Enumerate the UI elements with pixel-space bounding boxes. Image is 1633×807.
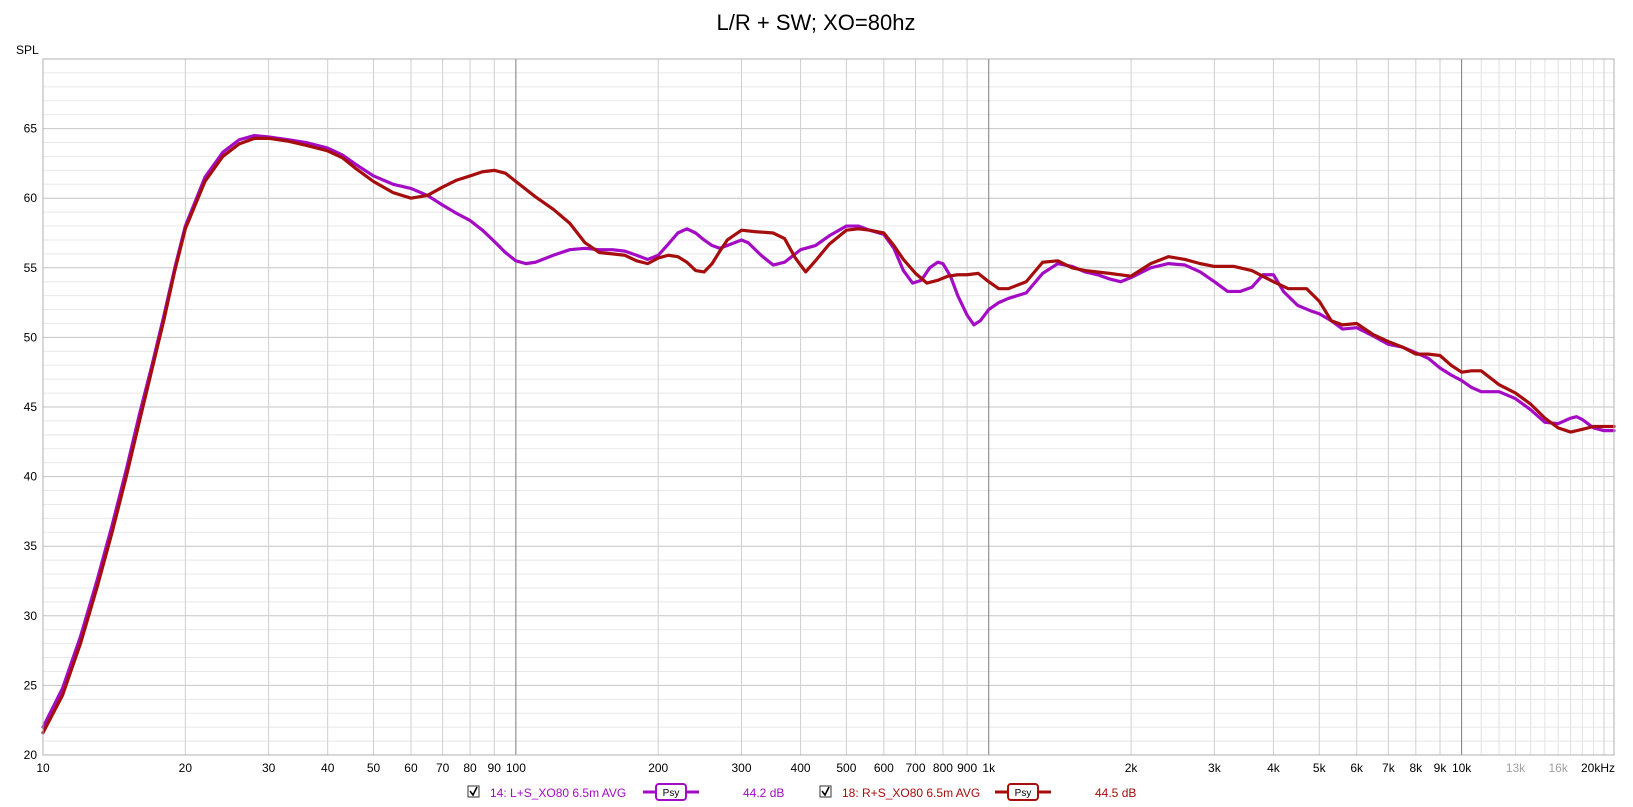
x-tick-label: 700 [905, 761, 925, 775]
check-icon [821, 786, 830, 797]
x-axis-ticks: 10 20 30 40 50 60 70 80 90 100 200 300 400 500 600 700 8… [36, 761, 1615, 775]
grid-lines [43, 59, 1614, 755]
y-axis-ticks: 20 25 30 35 40 45 50 55 60 65 [24, 122, 38, 762]
plot-border [42, 58, 1615, 756]
legend-series-name: 14: L+S_XO80 6.5m AVG [490, 786, 626, 800]
x-tick-label: 400 [791, 761, 811, 775]
x-tick-label: 6k [1350, 761, 1364, 775]
x-tick-label: 200 [648, 761, 668, 775]
legend-level: 44.5 dB [1095, 786, 1136, 800]
x-tick-label: 10k [1452, 761, 1472, 775]
x-tick-label: 30 [262, 761, 276, 775]
x-tick-label: 300 [731, 761, 751, 775]
legend-checkbox[interactable] [467, 785, 480, 798]
x-tick-label: 900 [957, 761, 977, 775]
y-tick-label: 55 [24, 261, 38, 275]
y-tick-label: 65 [24, 122, 38, 136]
x-tick-label: 600 [874, 761, 894, 775]
legend: 14: L+S_XO80 6.5m AVG Psy 44.2 dB 18: R+S_X… [467, 783, 1136, 801]
x-tick-label: 80 [463, 761, 477, 775]
y-tick-label: 25 [24, 678, 38, 692]
x-tick-label: 20kHz [1581, 761, 1615, 775]
x-tick-label: 10 [36, 761, 50, 775]
x-tick-label: 800 [933, 761, 953, 775]
x-tick-label: 100 [506, 761, 526, 775]
x-tick-label: 9k [1434, 761, 1448, 775]
smoothing-badge[interactable] [655, 783, 687, 801]
y-tick-label: 40 [24, 470, 38, 484]
x-tick-label: 1k [982, 761, 996, 775]
x-tick-label: 20 [179, 761, 193, 775]
series-line-2 [41, 136, 1616, 735]
legend-item-2[interactable]: 18: R+S_XO80 6.5m AVG Psy 44.5 dB [819, 783, 1136, 801]
x-tick-label: 60 [404, 761, 418, 775]
x-tick-label: 40 [321, 761, 335, 775]
x-tick-label: 7k [1382, 761, 1396, 775]
y-tick-label: 45 [24, 400, 38, 414]
x-tick-label: 3k [1208, 761, 1222, 775]
x-tick-label: 500 [836, 761, 856, 775]
x-tick-label: 16k [1548, 761, 1568, 775]
y-axis-label: SPL [16, 43, 39, 57]
y-tick-label: 20 [24, 748, 38, 762]
x-tick-label: 13k [1506, 761, 1526, 775]
y-tick-label: 50 [24, 330, 38, 344]
legend-level: 44.2 dB [743, 786, 784, 800]
y-tick-label: 35 [24, 539, 38, 553]
chart-title: L/R + SW; XO=80hz [717, 10, 916, 35]
legend-item-1[interactable]: 14: L+S_XO80 6.5m AVG Psy 44.2 dB [467, 783, 784, 801]
smoothing-badge-label: Psy [1015, 788, 1032, 799]
y-tick-label: 60 [24, 191, 38, 205]
series-lines [41, 133, 1616, 735]
check-icon [469, 786, 478, 797]
x-tick-label: 50 [367, 761, 381, 775]
legend-series-name: 18: R+S_XO80 6.5m AVG [842, 786, 980, 800]
legend-checkbox[interactable] [819, 785, 832, 798]
x-tick-label: 90 [488, 761, 502, 775]
x-tick-label: 4k [1267, 761, 1281, 775]
x-tick-label: 5k [1313, 761, 1327, 775]
smoothing-badge-label: Psy [663, 788, 680, 799]
x-tick-label: 8k [1409, 761, 1423, 775]
x-tick-label: 2k [1125, 761, 1139, 775]
y-tick-label: 30 [24, 609, 38, 623]
smoothing-badge[interactable] [1007, 783, 1039, 801]
x-tick-label: 70 [436, 761, 450, 775]
